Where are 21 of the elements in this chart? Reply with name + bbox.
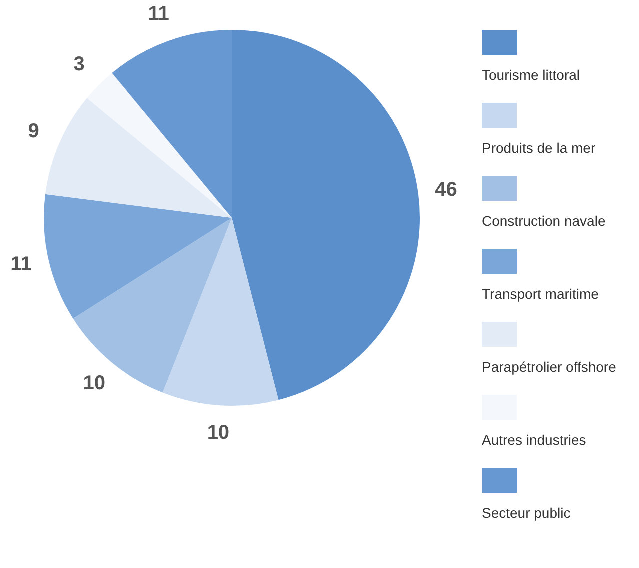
data-label: 10 (83, 372, 106, 395)
pie-slice (232, 30, 420, 400)
data-label: 9 (28, 120, 40, 142)
legend-label: Parapétrolier offshore (482, 359, 617, 375)
legend-label: Produits de la mer (482, 140, 596, 156)
pie-slice (112, 30, 232, 218)
data-label: 11 (10, 253, 32, 276)
legend-label: Secteur public (482, 505, 571, 521)
data-label: 46 (435, 179, 458, 202)
pie-slice (73, 218, 232, 393)
legend-label: Transport maritime (482, 286, 600, 302)
pie-slice (44, 194, 232, 319)
pie-slice (45, 98, 232, 218)
data-label: 10 (207, 422, 230, 444)
legend-label: Autres industries (482, 432, 586, 448)
data-label: 11 (148, 3, 170, 26)
pie-slice (162, 218, 279, 406)
data-label: 3 (74, 54, 85, 76)
pie-slice (87, 73, 232, 218)
legend-label: Tourisme littoral (482, 67, 580, 83)
legend-label: Construction navale (482, 213, 606, 229)
